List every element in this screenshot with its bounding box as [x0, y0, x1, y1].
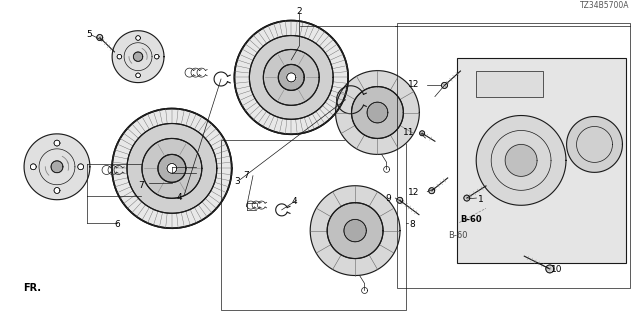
- Polygon shape: [546, 265, 554, 273]
- Text: 6: 6: [114, 220, 120, 229]
- Text: TZ34B5700A: TZ34B5700A: [580, 1, 630, 10]
- Polygon shape: [310, 186, 400, 276]
- Bar: [476, 71, 543, 97]
- Polygon shape: [429, 188, 435, 194]
- Text: 3: 3: [234, 177, 239, 186]
- Text: 2: 2: [297, 6, 302, 15]
- Polygon shape: [77, 164, 84, 170]
- Polygon shape: [367, 102, 388, 123]
- Polygon shape: [263, 50, 319, 105]
- Text: 7: 7: [139, 181, 145, 190]
- Polygon shape: [278, 64, 304, 90]
- Text: 11: 11: [403, 128, 415, 137]
- Polygon shape: [250, 36, 333, 119]
- Polygon shape: [54, 140, 60, 146]
- Polygon shape: [117, 54, 122, 59]
- Polygon shape: [136, 36, 140, 40]
- Bar: [221, 140, 406, 310]
- Polygon shape: [234, 20, 348, 134]
- Polygon shape: [397, 197, 403, 203]
- Polygon shape: [24, 134, 90, 200]
- Polygon shape: [97, 35, 103, 41]
- Text: B-60: B-60: [447, 231, 467, 240]
- Text: FR.: FR.: [23, 283, 41, 293]
- Polygon shape: [112, 108, 232, 228]
- Text: 4: 4: [177, 193, 182, 202]
- Text: 12: 12: [408, 188, 419, 197]
- Bar: [457, 58, 627, 262]
- Polygon shape: [327, 203, 383, 259]
- Polygon shape: [142, 139, 202, 198]
- Polygon shape: [112, 31, 164, 83]
- Polygon shape: [136, 73, 140, 78]
- Text: 1: 1: [478, 195, 484, 204]
- Polygon shape: [420, 131, 424, 136]
- Polygon shape: [351, 87, 403, 139]
- Text: 10: 10: [551, 265, 563, 274]
- Polygon shape: [127, 124, 217, 213]
- Polygon shape: [287, 73, 296, 82]
- Bar: [397, 23, 630, 288]
- Text: 8: 8: [410, 220, 415, 229]
- Polygon shape: [158, 155, 186, 182]
- Polygon shape: [154, 54, 159, 59]
- Text: 7: 7: [243, 171, 248, 180]
- Text: 4: 4: [291, 197, 297, 206]
- Polygon shape: [344, 220, 366, 242]
- Polygon shape: [112, 108, 232, 228]
- Polygon shape: [476, 116, 566, 205]
- Polygon shape: [566, 116, 623, 172]
- Text: 5: 5: [86, 30, 92, 39]
- Polygon shape: [335, 71, 419, 155]
- Polygon shape: [30, 164, 36, 170]
- Polygon shape: [234, 20, 348, 134]
- Text: 9: 9: [386, 194, 392, 203]
- Polygon shape: [51, 161, 63, 173]
- Polygon shape: [133, 52, 143, 61]
- Polygon shape: [167, 164, 177, 173]
- Polygon shape: [505, 144, 537, 176]
- Polygon shape: [464, 195, 470, 201]
- Polygon shape: [54, 188, 60, 194]
- Text: B-60: B-60: [460, 215, 482, 224]
- Polygon shape: [442, 82, 447, 88]
- Text: 12: 12: [408, 80, 419, 89]
